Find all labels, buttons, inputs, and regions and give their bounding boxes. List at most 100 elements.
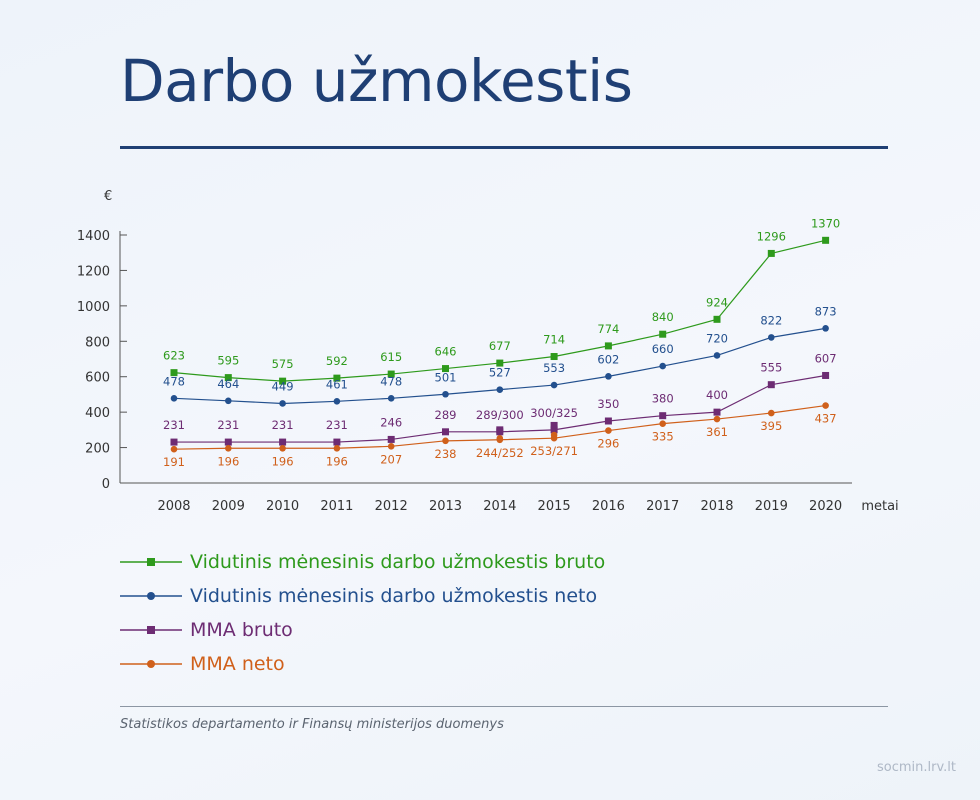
data-label: 615 [380, 350, 402, 364]
legend-marker-neto [120, 592, 182, 600]
site-url: socmin.lrv.lt [876, 760, 956, 775]
data-label: 607 [815, 351, 837, 365]
x-tick-label: 2020 [809, 499, 842, 514]
data-point [768, 409, 775, 417]
data-label: 231 [272, 418, 294, 432]
y-tick-label: 600 [85, 371, 110, 386]
legend-item-mma-bruto: MMA bruto [120, 613, 605, 647]
legend-marker-mma-bruto [120, 626, 182, 634]
x-tick-label: 2019 [755, 499, 788, 514]
data-label: 924 [706, 295, 728, 309]
data-point [387, 435, 395, 443]
data-label: 449 [272, 379, 294, 393]
data-label: 437 [815, 412, 837, 426]
data-point [279, 438, 287, 446]
data-point [333, 398, 341, 405]
data-point [713, 408, 721, 416]
data-point [224, 438, 232, 446]
data-label: 238 [435, 447, 457, 461]
data-point [604, 342, 612, 350]
data-label: 380 [652, 392, 674, 406]
data-label: 873 [815, 304, 837, 318]
data-label: 720 [706, 331, 728, 345]
data-label: 400 [706, 388, 728, 402]
page-title: Darbo užmokestis [120, 47, 633, 115]
data-point [387, 370, 395, 378]
data-point [550, 381, 558, 389]
x-tick-label: 2013 [429, 499, 462, 514]
data-point [496, 386, 504, 393]
legend-item-mma-neto: MMA neto [120, 647, 605, 681]
data-point [767, 381, 775, 389]
y-tick-label: 1400 [77, 229, 110, 244]
source-note: Statistikos departamento ir Finansų mini… [120, 717, 504, 732]
legend-marker-mma-neto [120, 660, 182, 668]
x-tick-label: 2015 [538, 499, 571, 514]
data-point [279, 444, 286, 452]
data-label: 246 [380, 415, 402, 429]
data-label: 253/271 [530, 444, 578, 458]
data-label: 395 [760, 419, 782, 433]
title-divider [120, 146, 888, 149]
x-tick-label: 2010 [266, 499, 299, 514]
data-label: 714 [543, 333, 565, 347]
data-label: 822 [760, 313, 782, 327]
data-label: 595 [217, 354, 239, 368]
data-point [333, 444, 341, 452]
data-point [496, 426, 504, 434]
legend-label-mma-neto: MMA neto [190, 653, 285, 675]
data-point [659, 362, 666, 370]
data-point [550, 353, 558, 361]
data-label: 335 [652, 430, 674, 444]
x-tick-label: 2009 [212, 499, 245, 514]
x-tick-label: 2018 [700, 499, 733, 514]
data-label: 840 [652, 310, 674, 324]
data-point [713, 315, 721, 323]
data-point [279, 377, 287, 385]
data-point [822, 236, 830, 244]
data-point [442, 437, 449, 445]
data-label: 289/300 [476, 408, 524, 422]
data-point [442, 428, 449, 436]
data-point [170, 369, 178, 377]
data-label: 191 [163, 455, 185, 469]
chart-legend: Vidutinis mėnesinis darbo užmokestis bru… [120, 545, 605, 681]
data-point [713, 415, 721, 423]
data-label: 527 [489, 366, 511, 380]
x-tick-label: 2017 [646, 499, 679, 514]
data-point [496, 435, 504, 442]
data-label: 464 [217, 377, 239, 391]
data-point [170, 438, 178, 446]
data-point [496, 359, 504, 367]
data-label: 478 [380, 374, 402, 388]
data-point [225, 397, 232, 405]
y-tick-label: 200 [85, 442, 110, 457]
data-label: 478 [163, 374, 185, 388]
x-tick-label: 2011 [320, 499, 353, 514]
data-label: 1296 [757, 229, 786, 243]
data-point [659, 420, 666, 427]
y-tick-label: 1200 [77, 264, 110, 279]
y-tick-label: 800 [85, 335, 110, 350]
data-label: 501 [435, 370, 457, 384]
x-tick-label: 2008 [157, 499, 190, 514]
data-point [333, 374, 341, 382]
data-label: 646 [435, 345, 457, 359]
data-label: 774 [597, 322, 619, 336]
data-point [442, 390, 449, 398]
data-point [550, 426, 558, 434]
legend-item-neto: Vidutinis mėnesinis darbo užmokestis net… [120, 579, 605, 613]
data-point [224, 374, 232, 382]
legend-label-neto: Vidutinis mėnesinis darbo užmokestis net… [190, 585, 598, 607]
data-label: 555 [760, 361, 782, 375]
legend-label-bruto: Vidutinis mėnesinis darbo užmokestis bru… [190, 551, 606, 573]
source-divider [120, 706, 888, 707]
x-tick-label: 2012 [375, 499, 408, 514]
x-axis-label: metai [861, 499, 898, 514]
data-point [604, 417, 612, 425]
legend-label-mma-bruto: MMA bruto [190, 619, 293, 641]
data-label: 196 [217, 454, 239, 468]
data-point [767, 249, 775, 257]
data-point [822, 371, 830, 379]
data-point [442, 365, 449, 373]
